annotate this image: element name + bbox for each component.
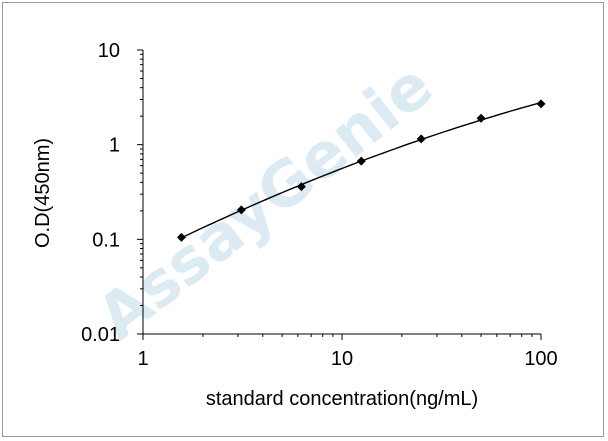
y-tick-label: 10 xyxy=(98,40,120,62)
y-tick-label: 0.01 xyxy=(81,324,120,346)
ticks xyxy=(137,49,542,340)
data-point xyxy=(236,205,246,215)
data-point xyxy=(416,134,426,144)
x-tick-label: 1 xyxy=(137,348,148,370)
data-point xyxy=(536,99,546,109)
data-point xyxy=(176,232,186,242)
x-tick-label: 100 xyxy=(524,348,557,370)
data-points xyxy=(176,99,546,242)
data-point xyxy=(356,156,366,166)
chart: AssayGenie 1 10 100 10 1 0.1 0.01 standard con… xyxy=(32,40,558,410)
x-axis-title: standard concentration(ng/mL) xyxy=(206,388,478,410)
y-tick-label: 0.1 xyxy=(92,229,120,251)
watermark-logo: AssayGenie xyxy=(84,48,446,353)
y-axis-title: O.D(450nm) xyxy=(32,138,54,248)
data-point xyxy=(476,113,486,123)
chart-frame: AssayGenie 1 10 100 10 1 0.1 0.01 standard con… xyxy=(2,2,604,437)
y-tick-label: 1 xyxy=(109,135,120,157)
tick-labels: 1 10 100 10 1 0.1 0.01 xyxy=(81,40,558,370)
x-tick-label: 10 xyxy=(331,348,353,370)
data-point xyxy=(296,182,306,192)
